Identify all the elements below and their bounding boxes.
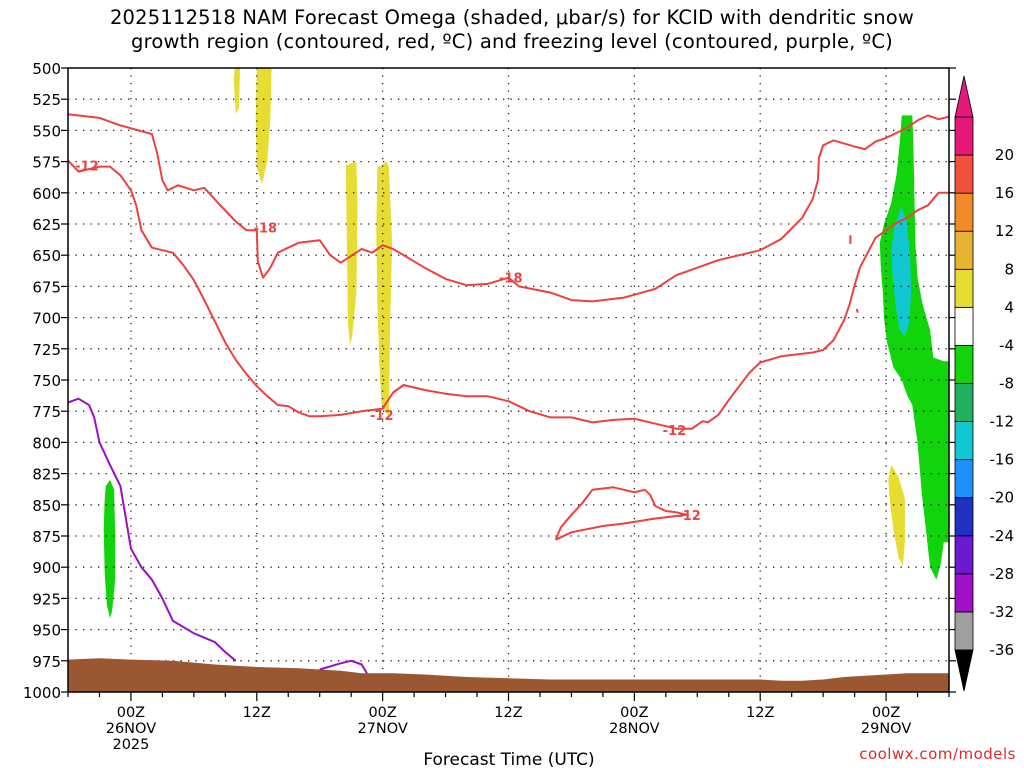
contour-freezing_level_b [319,659,368,674]
colorbar-swatch-5 [954,421,974,461]
shade-omega_green_left [103,479,116,619]
colorbar-swatch-6 [954,383,974,422]
colorbar-swatch-9 [954,268,974,308]
credit-text[interactable]: coolwx.com/models [859,745,1016,763]
title-line-1: 2025112518 NAM Forecast Omega (shaded, μ… [109,6,915,29]
x-tick-label-6-0: 00Z [117,705,145,721]
y-tick-label-700: 700 [32,310,61,328]
omega-shading-layer [103,68,949,619]
x-tick-label-78-1: 29NOV [861,721,911,737]
y-tick-label-1000: 1000 [23,684,61,702]
y-tick-label-650: 650 [32,247,61,265]
colorbar-swatch-2 [954,535,974,575]
colorbar-label-11: 12 [995,222,1014,240]
colorbar-swatch-7 [954,345,974,384]
colorbar-swatch-8 [954,306,974,346]
colorbar-swatch-3 [954,497,974,537]
grid-layer [68,68,949,692]
y-tick-label-975: 975 [32,653,61,671]
contour-dgz_island [554,486,688,541]
colorbar-label-6: -12 [990,413,1015,431]
colorbar-label-3: -24 [990,527,1015,545]
contour-label-dgz_upper-1: -18 [499,272,523,287]
colorbar-label-5: -16 [990,451,1015,469]
colorbar-swatch-0 [954,611,974,651]
x-tick-label-42-0: 12Z [494,705,522,721]
y-tick-label-900: 900 [32,559,61,577]
colorbar-swatch-11 [954,192,974,232]
title-line-2: growth region (contoured, red, ºC) and f… [131,30,893,53]
x-tick-label-18-0: 12Z [243,705,271,721]
y-tick-label-500: 500 [32,60,61,78]
y-tick-label-625: 625 [32,216,61,234]
colorbar-swatch-10 [954,230,974,270]
x-tick-label-6-2: 2025 [112,737,149,753]
colorbar-label-4: -20 [990,489,1015,507]
contour-freezing_level_a [67,397,237,662]
y-tick-label-675: 675 [32,278,61,296]
colorbar-under-arrow [954,649,974,692]
y-tick-label-800: 800 [32,434,61,452]
colorbar-swatch-4 [954,459,974,499]
colorbar-swatch-13 [954,116,974,156]
chart-title: 2025112518 NAM Forecast Omega (shaded, μ… [0,6,1024,54]
x-tick-label-66-0: 12Z [746,705,774,721]
colorbar-label-13: 20 [995,146,1014,164]
shade-omega_yellow_1 [233,68,240,115]
colorbar-label-2: -28 [990,565,1015,583]
x-tick-label-78-0: 00Z [872,705,900,721]
y-tick-label-750: 750 [32,372,61,390]
colorbar-label-8: -4 [999,336,1014,354]
x-tick-label-54-0: 00Z [620,705,648,721]
colorbar-swatch-12 [954,154,974,194]
y-tick-label-875: 875 [32,528,61,546]
y-tick-label-850: 850 [32,497,61,515]
contour-layer: -18 -18 -12 -12 -12 -12 [67,113,950,674]
shade-omega_yellow_5 [888,464,905,565]
x-tick-label-30-1: 27NOV [357,721,407,737]
colorbar: -36 -32 -28 -24 -20 -16 -12 -8 -4 4 8 12 16 20 [954,75,1015,692]
x-tick-label-30-0: 00Z [368,705,396,721]
contour-label-dgz_lower-0: -12 [75,159,99,174]
colorbar-label-9: 4 [1004,298,1014,316]
x-tick-label-54-1: 28NOV [609,721,659,737]
contour-dgz_upper [67,113,950,303]
y-tick-label-825: 825 [32,466,61,484]
colorbar-swatch-1 [954,573,974,613]
contour-label-dgz_lower-1: -12 [370,409,394,424]
colorbar-label-10: 8 [1004,260,1014,278]
plot-border [67,67,950,693]
y-tick-label-575: 575 [32,154,61,172]
colorbar-label-7: -8 [999,375,1014,393]
x-tick-label-6-1: 26NOV [106,721,156,737]
y-tick-label-600: 600 [32,185,61,203]
shade-omega_green_right [879,115,949,580]
y-tick-label-550: 550 [32,122,61,140]
x-axis-title: Forecast Time (UTC) [423,750,594,768]
colorbar-over-arrow [954,75,974,118]
contour-label-dgz_lower-2: -12 [663,424,687,439]
contour-dgz_small2 [855,308,859,313]
colorbar-label-1: -32 [990,603,1015,621]
contour-label-dgz_upper-0: -18 [254,222,277,237]
y-axis: 500 525 550 575 600 625 650 675 700 725 750 775 800 8… [23,60,956,702]
terrain-layer [68,658,949,692]
terrain-fill [68,658,949,692]
y-tick-label-775: 775 [32,403,61,421]
colorbar-label-12: 16 [995,184,1014,202]
plot-frame [67,67,950,693]
y-tick-label-925: 925 [32,590,61,608]
shade-omega_yellow_2 [255,68,272,185]
y-tick-label-725: 725 [32,341,61,359]
y-tick-label-950: 950 [32,622,61,640]
y-tick-label-525: 525 [32,91,61,109]
contour-label-dgz_island-0: -12 [677,509,701,524]
shade-omega_yellow_3 [345,161,358,346]
shade-omega_yellow_4 [376,161,393,418]
shade-omega_teal_right [891,207,912,337]
contour-dgz_lower [67,159,949,430]
colorbar-label-0: -36 [990,641,1015,659]
